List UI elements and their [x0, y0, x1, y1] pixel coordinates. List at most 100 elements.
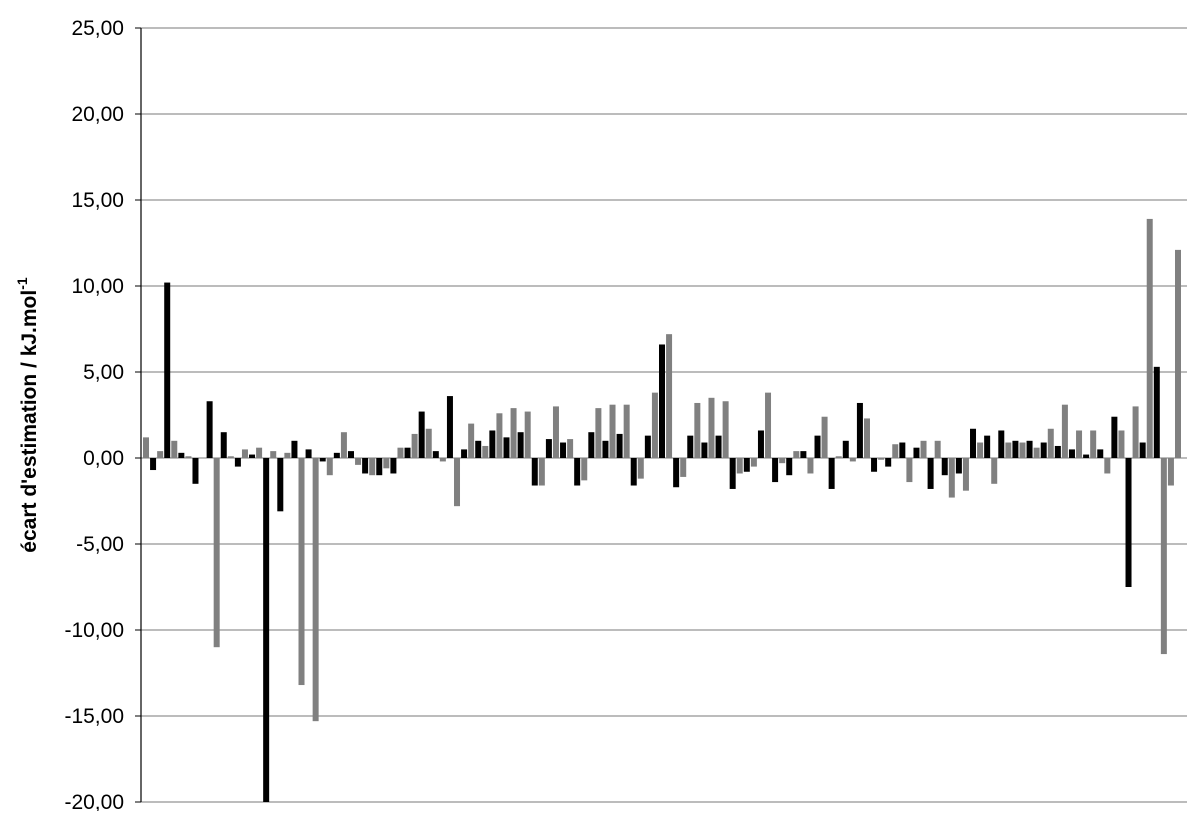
bar-black: [800, 451, 807, 458]
bar-grey: [934, 440, 941, 458]
y-tick-label: 5,00: [83, 361, 124, 384]
bar-black: [206, 401, 213, 458]
bar-black: [503, 437, 510, 458]
bar-grey: [157, 451, 164, 458]
bar-black: [828, 458, 835, 489]
y-tick-label: 0,00: [83, 447, 124, 470]
bar-grey: [666, 334, 673, 458]
bar-black: [927, 458, 934, 489]
bar-grey: [920, 440, 927, 458]
bar-black: [1153, 366, 1160, 458]
bar-grey: [312, 458, 319, 722]
bar-grey: [1175, 249, 1181, 458]
bar-black: [616, 433, 623, 458]
bar-grey: [906, 458, 913, 483]
y-axis-title-superscript: -1: [14, 277, 30, 290]
bar-grey: [185, 456, 192, 458]
bar-black: [1097, 449, 1104, 458]
bar-black: [150, 458, 157, 471]
bar-black: [192, 458, 199, 484]
bar-grey: [1104, 458, 1111, 474]
bar-black: [842, 440, 849, 458]
bar-black: [249, 454, 256, 458]
bar-grey: [270, 451, 277, 458]
bar-grey: [1005, 442, 1012, 458]
bar-grey: [397, 447, 404, 458]
bar-grey: [171, 440, 178, 458]
bar-grey: [567, 439, 574, 458]
bar-grey: [991, 458, 998, 484]
bar-black: [885, 458, 892, 467]
bar-grey: [326, 458, 333, 476]
bar-grey: [609, 404, 616, 458]
bar-grey: [1118, 430, 1125, 458]
bar-grey: [496, 413, 503, 458]
bar-black: [531, 458, 538, 486]
bar-grey: [1047, 428, 1054, 458]
bar-grey: [454, 458, 461, 507]
bar-grey: [1090, 430, 1097, 458]
bar-grey: [1061, 404, 1068, 458]
bar-black: [362, 458, 369, 474]
bar-black: [1054, 445, 1061, 458]
bar-black: [970, 428, 977, 458]
y-tick-label: -5,00: [76, 533, 124, 556]
bar-black: [588, 432, 595, 458]
bar-grey: [779, 458, 786, 464]
bar-black: [376, 458, 383, 476]
bar-grey: [651, 392, 658, 458]
bar-black: [178, 452, 185, 458]
bar-black: [489, 430, 496, 458]
bar-grey: [411, 433, 418, 458]
bar-black: [913, 447, 920, 458]
y-tick-label: 20,00: [71, 103, 124, 126]
bar-grey: [595, 408, 602, 458]
bar-black: [673, 458, 680, 488]
bar-grey: [793, 451, 800, 458]
bar-black: [263, 458, 270, 802]
bar-grey: [680, 458, 687, 477]
bar-grey: [807, 458, 814, 474]
y-tick-labels: 25,00 20,00 15,00 10,00 5,00 0,00 -5,00 -10,00 -…: [64, 17, 124, 814]
bar-black: [347, 451, 354, 458]
bar-black: [446, 396, 453, 458]
bar-grey: [821, 416, 828, 458]
bar-grey: [340, 432, 347, 458]
bar-black: [715, 435, 722, 458]
y-tick-label: 15,00: [71, 189, 124, 212]
bar-grey: [143, 437, 149, 458]
bar-grey: [510, 408, 517, 458]
bar-black: [602, 440, 609, 458]
y-tick-label: -10,00: [64, 619, 124, 642]
bar-grey: [383, 458, 390, 469]
bar-black: [984, 435, 991, 458]
bar-black: [644, 435, 651, 458]
bar-black: [1139, 442, 1146, 458]
bar-black: [1040, 442, 1047, 458]
bar-black: [701, 442, 708, 458]
bar-black: [757, 430, 764, 458]
bar-grey: [524, 411, 531, 458]
bar-black: [475, 440, 482, 458]
bar-black: [1083, 454, 1090, 458]
bar-grey: [977, 442, 984, 458]
bar-black: [729, 458, 736, 489]
bar-black: [574, 458, 581, 486]
bar-grey: [637, 458, 644, 479]
bar-black: [164, 282, 171, 458]
bar-grey: [750, 458, 757, 467]
bar-grey: [241, 449, 248, 458]
bar-black: [545, 439, 552, 458]
bar-black: [1125, 458, 1132, 587]
bar-black: [871, 458, 878, 472]
bar-grey: [1160, 458, 1167, 655]
bar-black: [687, 435, 694, 458]
bar-black: [772, 458, 779, 483]
bar-black: [998, 430, 1005, 458]
bar-grey: [256, 447, 263, 458]
bar-grey: [1019, 442, 1026, 458]
bar-grey: [708, 397, 715, 458]
bar-grey: [863, 418, 870, 458]
bar-black: [955, 458, 962, 474]
